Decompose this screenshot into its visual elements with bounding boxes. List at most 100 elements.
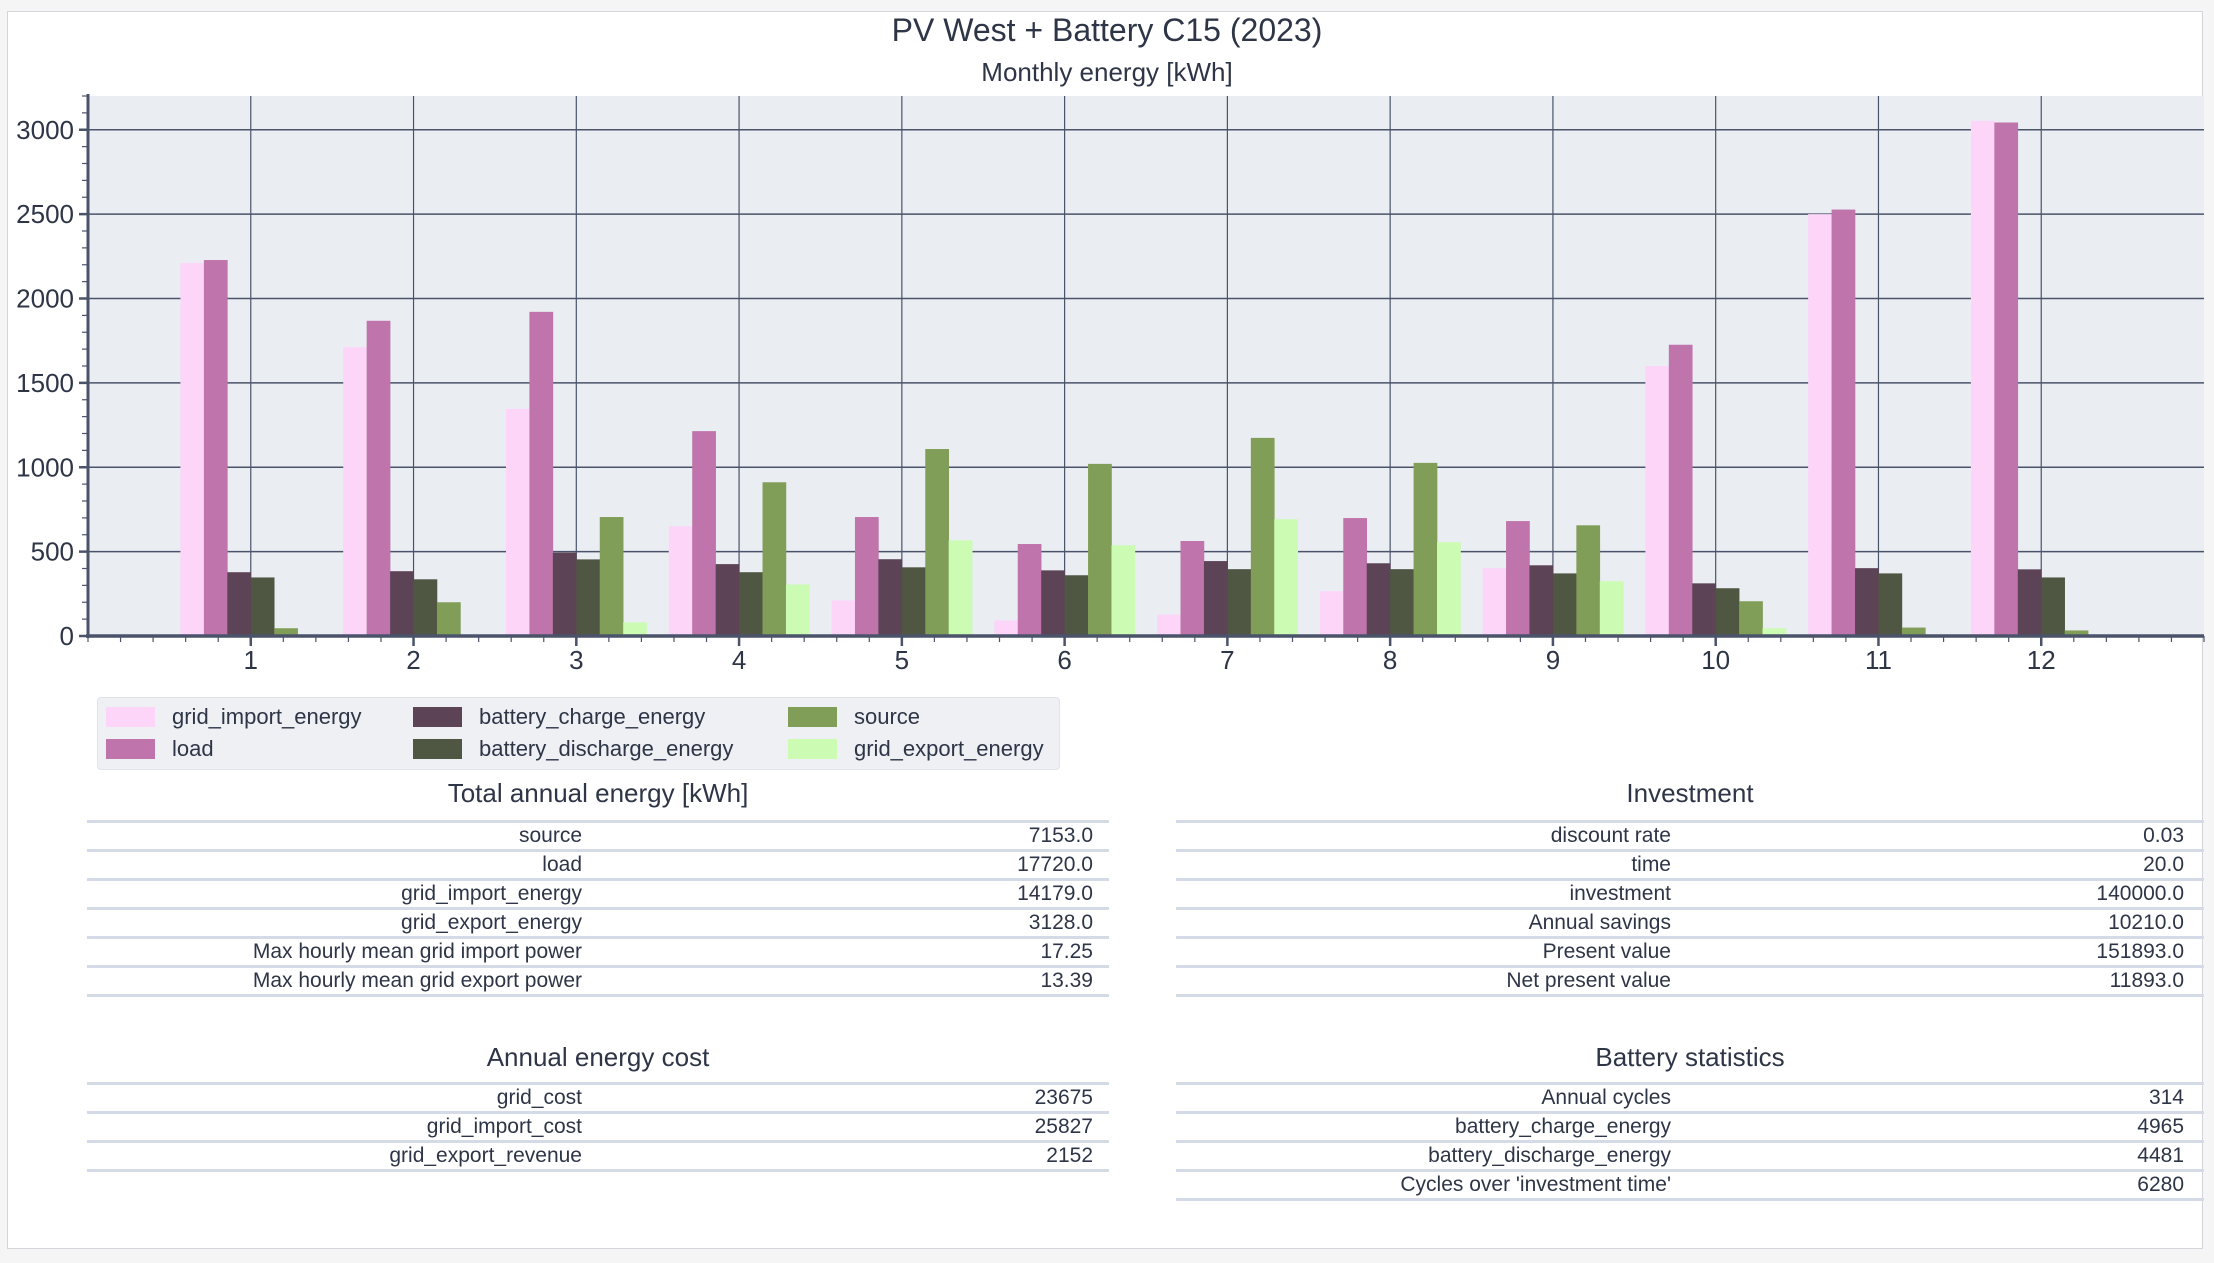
table-row: battery_discharge_energy 4481 (1176, 1140, 2204, 1169)
bar-grid-export-energy-month-5 (948, 540, 973, 636)
y-tick-label: 2500 (16, 199, 74, 229)
bar-source-month-1 (274, 628, 298, 636)
bar-grid-export-energy-month-4 (785, 584, 810, 636)
legend-label: source (854, 704, 921, 729)
legend-swatch (788, 707, 837, 727)
bar-load-month-6 (1017, 544, 1042, 636)
legend-item-source[interactable]: source (788, 703, 920, 731)
table-row: Annual savings 10210.0 (1176, 907, 2204, 936)
bar-battery-discharge-energy-month-7 (1227, 569, 1252, 636)
bar-battery-discharge-energy-month-9 (1552, 573, 1577, 636)
bar-battery-charge-energy-month-10 (1692, 583, 1716, 636)
row-value: 17720.0 (1017, 853, 1093, 876)
bar-source-month-9 (1576, 525, 1601, 636)
bar-grid-import-energy-month-9 (1482, 568, 1507, 636)
bar-battery-discharge-energy-month-4 (739, 572, 763, 636)
bar-battery-charge-energy-month-11 (1855, 568, 1879, 636)
row-label: grid_import_energy (401, 882, 582, 905)
legend-item-load[interactable]: load (98, 735, 214, 763)
legend-item-battery-discharge-energy[interactable]: battery_discharge_energy (413, 735, 733, 763)
y-tick-label: 1000 (16, 452, 74, 482)
row-label: investment (1569, 882, 1671, 905)
bar-grid-export-energy-month-7 (1274, 519, 1299, 636)
row-label: Present value (1542, 940, 1671, 963)
bar-grid-import-energy-month-10 (1645, 366, 1670, 636)
table-row: Annual cycles 314 (1176, 1082, 2204, 1111)
bar-battery-discharge-energy-month-10 (1715, 588, 1740, 636)
table-row: battery_charge_energy 4965 (1176, 1111, 2204, 1140)
bar-battery-discharge-energy-month-12 (2041, 577, 2065, 636)
x-tick-label: 7 (1220, 645, 1234, 675)
row-value: 14179.0 (1017, 882, 1093, 905)
bar-battery-charge-energy-month-2 (390, 571, 414, 636)
row-label: grid_cost (496, 1086, 582, 1109)
row-value: 4481 (2137, 1144, 2184, 1167)
legend-swatch (413, 707, 462, 727)
row-value: 13.39 (1040, 969, 1093, 992)
chart-legend: grid_import_energy load battery_charge_e… (97, 697, 1060, 770)
bar-battery-discharge-energy-month-2 (413, 579, 438, 636)
bar-grid-import-energy-month-8 (1319, 591, 1344, 636)
bar-grid-export-energy-month-10 (1762, 628, 1787, 636)
legend-label: load (172, 736, 214, 761)
bar-grid-export-energy-month-6 (1111, 545, 1136, 636)
legend-swatch (106, 707, 155, 727)
annual-cost-title: Annual energy cost (486, 1042, 710, 1072)
x-tick-label: 5 (895, 645, 909, 675)
row-label: discount rate (1550, 824, 1671, 847)
row-label: battery_discharge_energy (1428, 1144, 1671, 1167)
table-row: grid_export_energy 3128.0 (87, 907, 1109, 936)
bar-source-month-3 (599, 517, 624, 636)
bar-source-month-8 (1413, 462, 1438, 636)
row-value: 11893.0 (2109, 969, 2184, 992)
table-row: investment 140000.0 (1176, 878, 2204, 907)
annual-energy-table: source 7153.0 load 17720.0 grid_import_energ… (87, 820, 1109, 997)
table-row: discount rate 0.03 (1176, 820, 2204, 849)
row-value: 17.25 (1040, 940, 1093, 963)
table-row: Present value 151893.0 (1176, 936, 2204, 965)
bar-battery-discharge-energy-month-3 (576, 559, 601, 636)
row-label: grid_import_cost (426, 1115, 582, 1138)
bars (180, 120, 2089, 636)
bar-source-month-5 (925, 449, 950, 636)
bar-grid-export-energy-month-9 (1599, 581, 1624, 636)
row-label: grid_export_revenue (389, 1144, 582, 1167)
y-tick-label: 2000 (16, 284, 74, 314)
bar-battery-charge-energy-month-3 (552, 552, 577, 636)
x-tick-label: 3 (569, 645, 583, 675)
row-value: 140000.0 (2096, 882, 2184, 905)
table-row: Max hourly mean grid export power 13.39 (87, 965, 1109, 997)
bar-load-month-12 (1994, 122, 2019, 636)
bar-load-month-8 (1343, 518, 1368, 636)
x-tick-label: 8 (1383, 645, 1397, 675)
legend-swatch (106, 739, 155, 759)
row-label: Cycles over 'investment time' (1400, 1173, 1671, 1196)
battery-stats-table: Annual cycles 314 battery_charge_energy 496… (1176, 1082, 2204, 1201)
legend-label: battery_charge_energy (479, 704, 706, 729)
table-row: source 7153.0 (87, 820, 1109, 849)
legend-item-grid-export-energy[interactable]: grid_export_energy (788, 735, 1044, 763)
y-tick-label: 3000 (16, 115, 74, 145)
x-tick-label: 2 (406, 645, 420, 675)
x-tick-label: 6 (1057, 645, 1071, 675)
plot-background (88, 96, 2204, 636)
row-label: Max hourly mean grid export power (252, 969, 582, 992)
bar-battery-discharge-energy-month-5 (901, 567, 926, 636)
x-tick-label: 4 (732, 645, 746, 675)
row-label: Net present value (1506, 969, 1671, 992)
legend-label: grid_import_energy (172, 704, 362, 729)
bar-battery-charge-energy-month-4 (715, 564, 740, 636)
legend-swatch (788, 739, 837, 759)
investment-table: discount rate 0.03 time 20.0 investment 14000… (1176, 820, 2204, 997)
bar-grid-import-energy-month-5 (831, 600, 856, 636)
chart-title: PV West + Battery C15 (2023) (891, 12, 1323, 48)
legend-item-grid-import-energy[interactable]: grid_import_energy (98, 703, 362, 731)
bar-load-month-9 (1506, 521, 1530, 636)
x-tick-label: 9 (1546, 645, 1560, 675)
bar-load-month-11 (1831, 209, 1856, 636)
legend-item-battery-charge-energy[interactable]: battery_charge_energy (413, 703, 705, 731)
row-value: 10210.0 (2108, 911, 2184, 934)
bar-battery-charge-energy-month-6 (1041, 570, 1065, 636)
table-row: Net present value 11893.0 (1176, 965, 2204, 997)
